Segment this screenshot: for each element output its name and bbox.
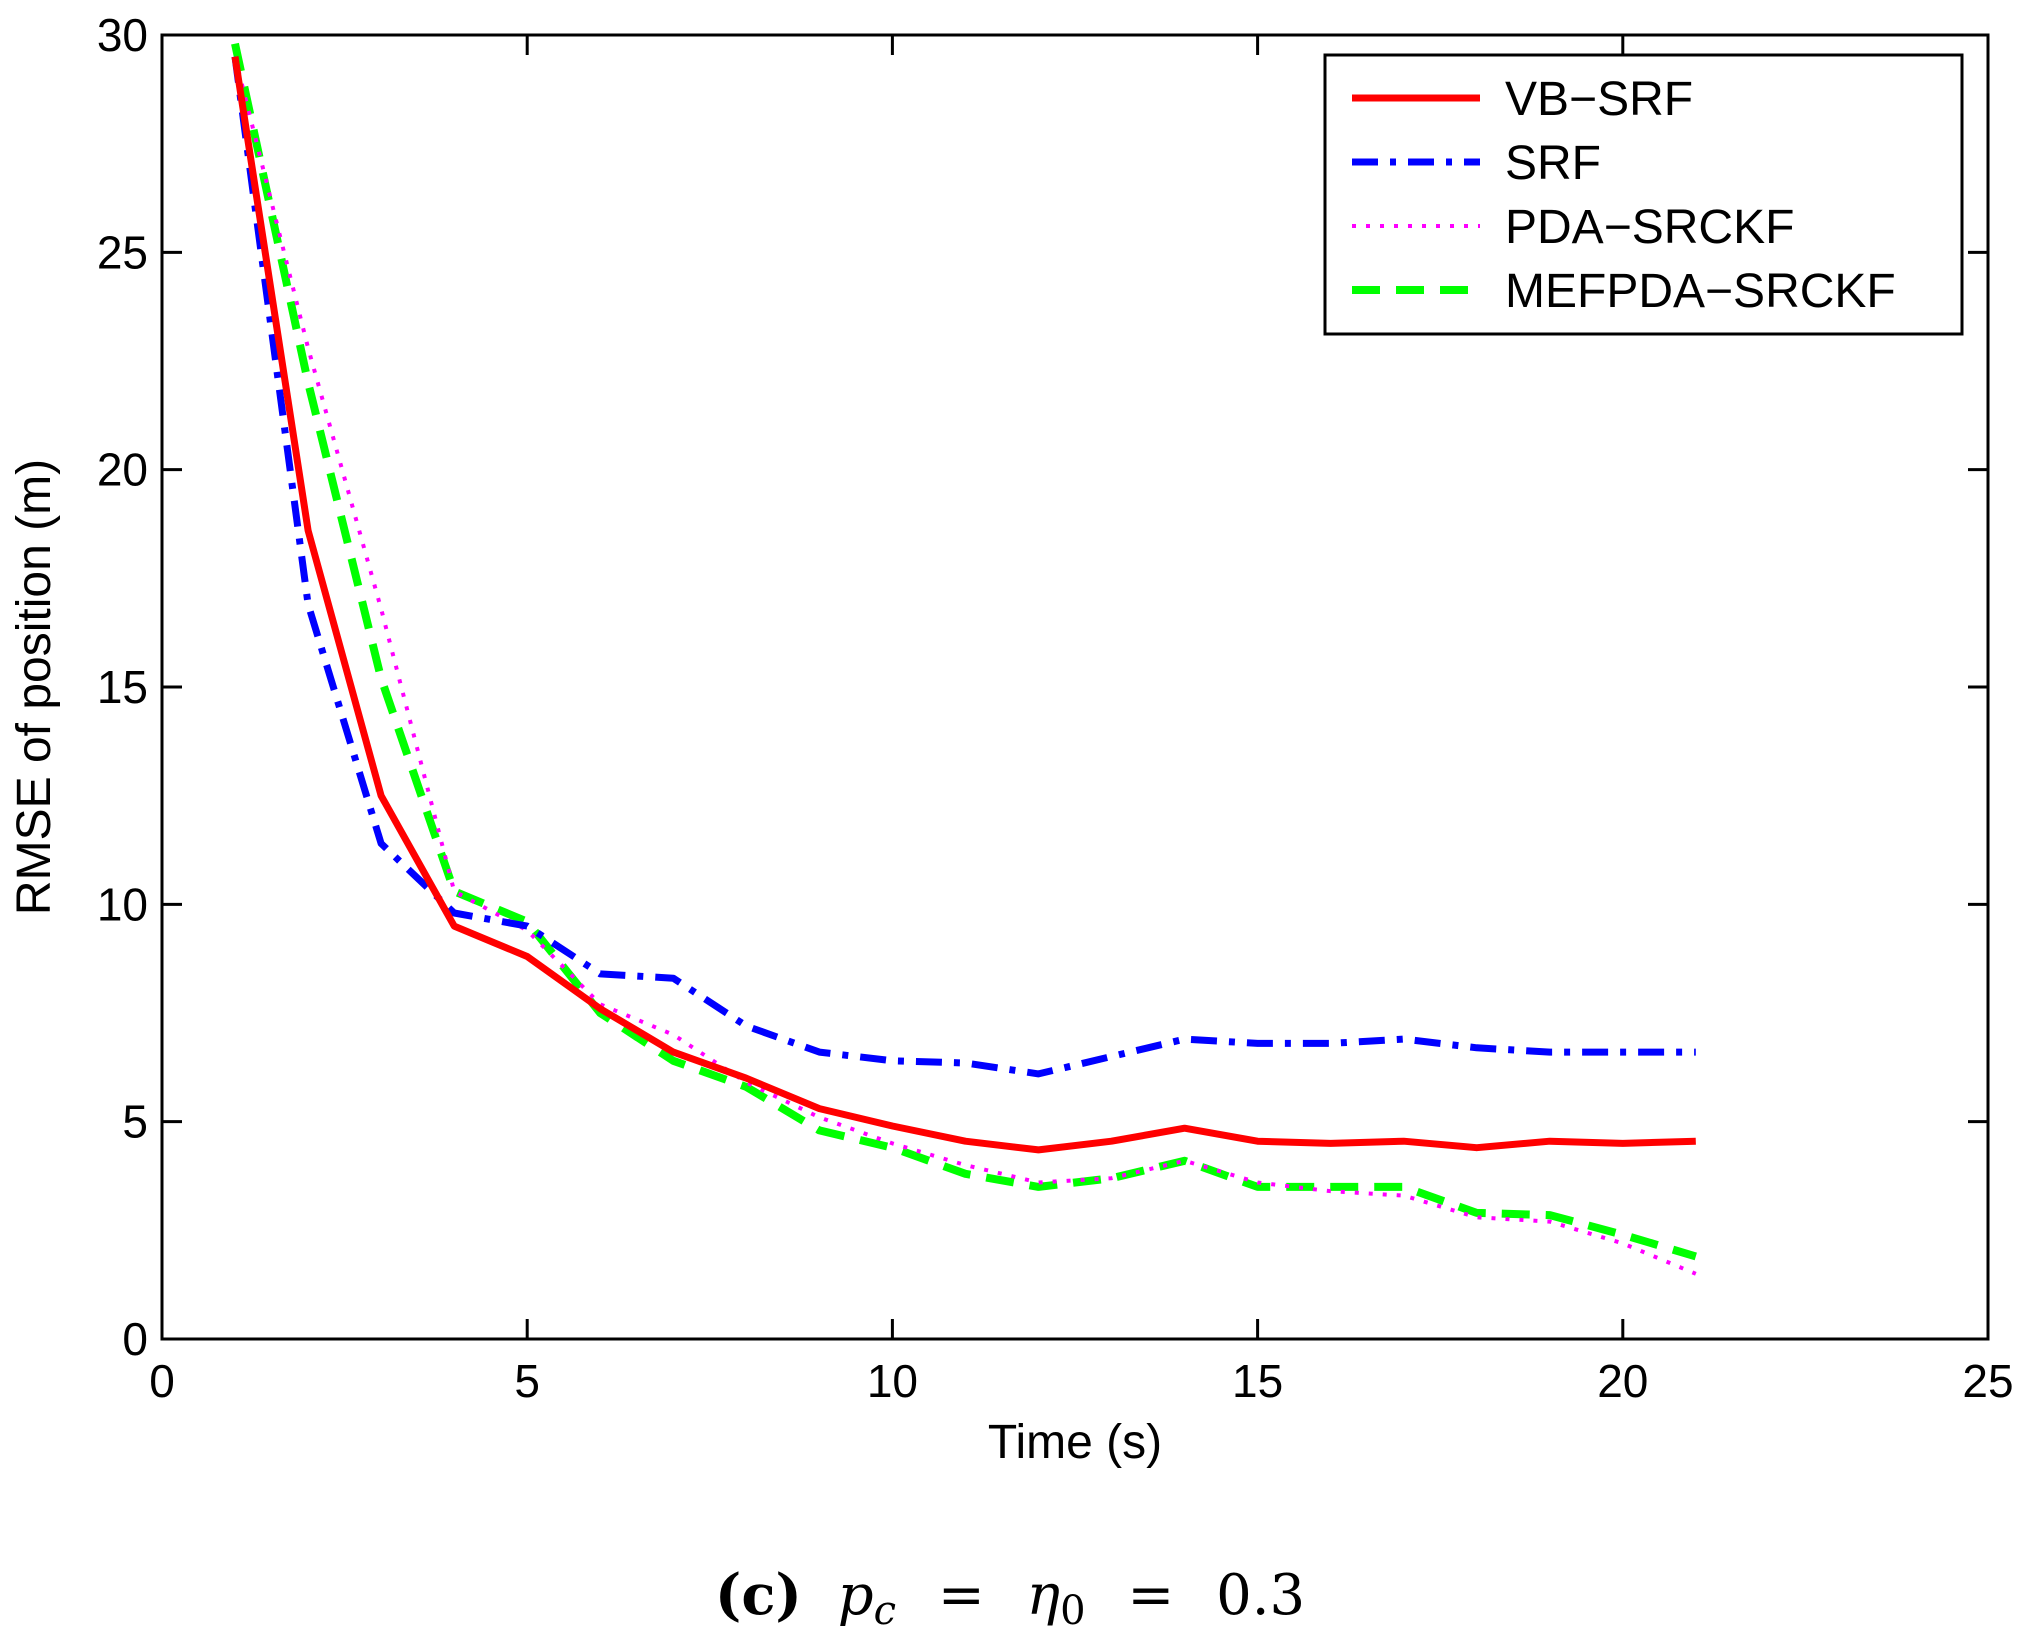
legend-label: VB−SRF [1505, 73, 1693, 126]
series-vb-srf-line [231, 56, 1696, 1154]
legend-label: SRF [1505, 137, 1601, 190]
y-tick-label: 25 [97, 226, 148, 278]
caption-value: 0.3 [1216, 1563, 1305, 1628]
x-axis-label: Time (s) [988, 1416, 1162, 1469]
x-tick-label: 15 [1232, 1355, 1283, 1407]
x-tick-label: 5 [514, 1355, 540, 1407]
y-tick-label: 5 [122, 1096, 148, 1148]
caption-eq-2: = [1127, 1563, 1174, 1628]
caption-eq-1: = [938, 1563, 985, 1628]
caption-eta: η [1027, 1563, 1061, 1628]
y-tick-label: 10 [97, 878, 148, 930]
x-tick-label: 20 [1597, 1355, 1648, 1407]
legend-label: MEFPDA−SRCKF [1505, 265, 1896, 318]
x-tick-label: 10 [867, 1355, 918, 1407]
y-tick-label: 20 [97, 444, 148, 496]
y-tick-label: 15 [97, 661, 148, 713]
series-lines [231, 42, 1697, 1276]
y-tick-label: 30 [97, 9, 148, 61]
caption-sub-0: 0 [1060, 1588, 1085, 1634]
y-tick-label: 0 [122, 1313, 148, 1365]
axis-ticks [160, 33, 1990, 1341]
caption-sub-c: c [874, 1588, 896, 1634]
legend-label: PDA−SRCKF [1505, 201, 1794, 254]
series-mefpda-srckf-line [231, 42, 1697, 1261]
y-axis-label: RMSE of position (m) [8, 459, 61, 915]
caption-label: (c) [715, 1562, 802, 1628]
series-pda-srckf-line [233, 56, 1697, 1276]
x-tick-label: 25 [1962, 1355, 2013, 1407]
x-tick-label: 0 [149, 1355, 175, 1407]
legend: VB−SRF SRF PDA−SRCKF MEFPDA−SRCKF [1323, 53, 1964, 336]
caption-p: p [838, 1563, 874, 1628]
figure-caption: (c) pc = η0 = 0.3 [715, 1562, 1305, 1638]
tick-labels: 0 5 10 15 20 25 0 5 10 15 20 25 30 [97, 9, 2014, 1407]
